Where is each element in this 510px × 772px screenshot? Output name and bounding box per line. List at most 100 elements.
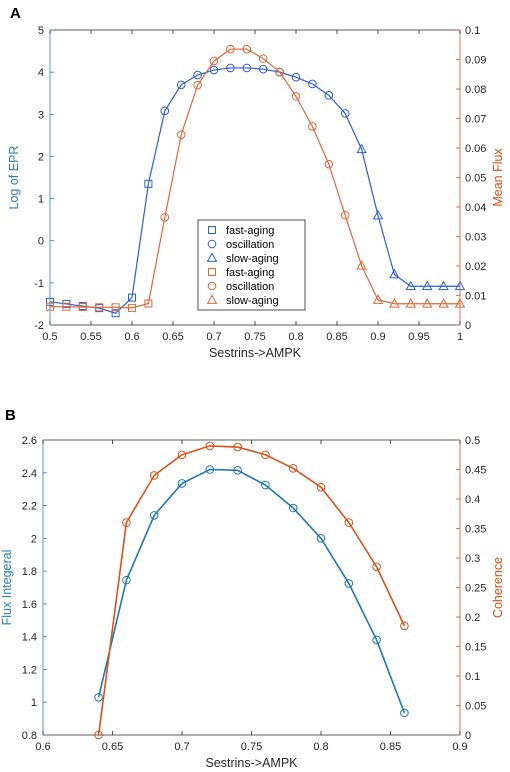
data-point xyxy=(344,518,354,527)
y-tick-label: -1 xyxy=(34,278,44,290)
y-tick-label: 1.8 xyxy=(22,566,37,578)
data-point xyxy=(149,511,159,520)
data-point xyxy=(275,67,284,77)
x-tick-label: 0.65 xyxy=(162,331,183,343)
x-axis-label: Sestrins->AMPK xyxy=(209,346,302,360)
data-point xyxy=(372,294,384,304)
data-point xyxy=(193,80,202,90)
y-right-tick-label: 0.09 xyxy=(465,55,486,67)
data-point xyxy=(62,302,71,311)
x-tick-label: 0.5 xyxy=(42,331,57,343)
data-point xyxy=(372,562,381,572)
series-line-left xyxy=(97,468,406,714)
legend-label: oscillation xyxy=(226,281,274,293)
data-point xyxy=(160,213,170,222)
data-point xyxy=(160,106,170,116)
legend-marker xyxy=(206,252,218,262)
legend-label: fast-aging xyxy=(226,267,274,279)
data-point xyxy=(454,280,466,291)
data-point xyxy=(421,280,433,291)
data-point xyxy=(122,518,131,527)
x-tick-label: 0.95 xyxy=(408,331,429,343)
data-point xyxy=(122,575,131,585)
data-point xyxy=(149,471,159,480)
data-point xyxy=(226,63,235,73)
legend-label: slow-aging xyxy=(226,295,279,307)
data-point xyxy=(226,44,235,54)
y-tick-label: 1 xyxy=(38,194,44,206)
legend-label: oscillation xyxy=(226,239,274,251)
x-tick-label: 0.75 xyxy=(244,331,265,343)
data-point xyxy=(291,72,301,82)
data-point xyxy=(405,280,417,291)
data-point xyxy=(344,579,354,588)
legend-box xyxy=(197,219,306,311)
y-tick-label: -2 xyxy=(34,320,44,332)
y-tick-label: 1.6 xyxy=(22,599,37,611)
y-right-tick-label: 0.1 xyxy=(465,25,480,37)
data-point xyxy=(400,621,409,631)
y-right-tick-label: 0.05 xyxy=(465,173,486,185)
data-point xyxy=(144,299,153,308)
data-point xyxy=(177,479,187,488)
x-tick-label: 0.6 xyxy=(35,741,50,753)
data-point xyxy=(258,54,268,63)
data-point xyxy=(111,309,120,318)
y-right-tick-label: 0 xyxy=(465,320,471,332)
data-point xyxy=(288,464,298,473)
x-tick-label: 0.7 xyxy=(174,741,189,753)
data-point xyxy=(438,298,449,308)
data-point xyxy=(372,209,384,220)
data-point xyxy=(389,268,400,279)
data-point xyxy=(316,534,326,543)
y-right-tick-label: 0 xyxy=(465,730,471,742)
data-point xyxy=(193,70,202,80)
y-right-tick-label: 0.03 xyxy=(465,232,486,244)
data-point xyxy=(340,109,350,118)
y-right-tick-label: 0.04 xyxy=(465,202,486,214)
y-right-tick-label: 0.01 xyxy=(465,291,486,303)
data-point xyxy=(128,293,136,302)
x-tick-label: 0.6 xyxy=(124,331,139,343)
panel-letter: B xyxy=(5,407,16,424)
y-right-tick-label: 0.02 xyxy=(465,261,486,273)
y-tick-label: 1.4 xyxy=(22,632,37,644)
legend-marker xyxy=(207,239,217,249)
data-point xyxy=(288,503,298,513)
y-tick-label: 2 xyxy=(38,151,44,163)
y-right-tick-label: 0.25 xyxy=(465,583,486,595)
legend-marker xyxy=(206,294,218,304)
legend-label: fast-aging xyxy=(226,225,274,237)
data-point xyxy=(389,298,400,308)
data-point xyxy=(209,65,219,75)
data-point xyxy=(261,450,270,460)
x-axis-label: Sestrins->AMPK xyxy=(205,756,298,770)
data-point xyxy=(340,210,350,220)
x-tick-label: 0.55 xyxy=(80,331,101,343)
data-point xyxy=(324,159,334,169)
data-point xyxy=(46,302,54,311)
data-point xyxy=(400,708,409,718)
data-point xyxy=(176,80,186,90)
data-point xyxy=(128,303,136,312)
y-right-axis-label: Coherence xyxy=(491,557,505,618)
data-point xyxy=(95,303,104,312)
y-axis-label: Log of EPR xyxy=(7,146,21,210)
data-point xyxy=(308,79,317,89)
data-point xyxy=(258,64,268,74)
data-point xyxy=(316,482,326,492)
y-tick-label: 4 xyxy=(38,67,44,79)
y-right-tick-label: 0.5 xyxy=(465,435,480,447)
data-point xyxy=(454,298,466,308)
data-point xyxy=(233,442,242,452)
data-point xyxy=(405,298,417,308)
y-right-tick-label: 0.35 xyxy=(465,524,486,536)
y-tick-label: 2.6 xyxy=(22,435,37,447)
y-tick-label: 2.4 xyxy=(22,468,37,480)
y-axis-label: Flux Integeral xyxy=(0,550,14,626)
y-right-tick-label: 0.1 xyxy=(465,671,480,683)
data-point xyxy=(205,465,215,474)
data-point xyxy=(324,91,334,100)
data-point xyxy=(111,303,120,312)
